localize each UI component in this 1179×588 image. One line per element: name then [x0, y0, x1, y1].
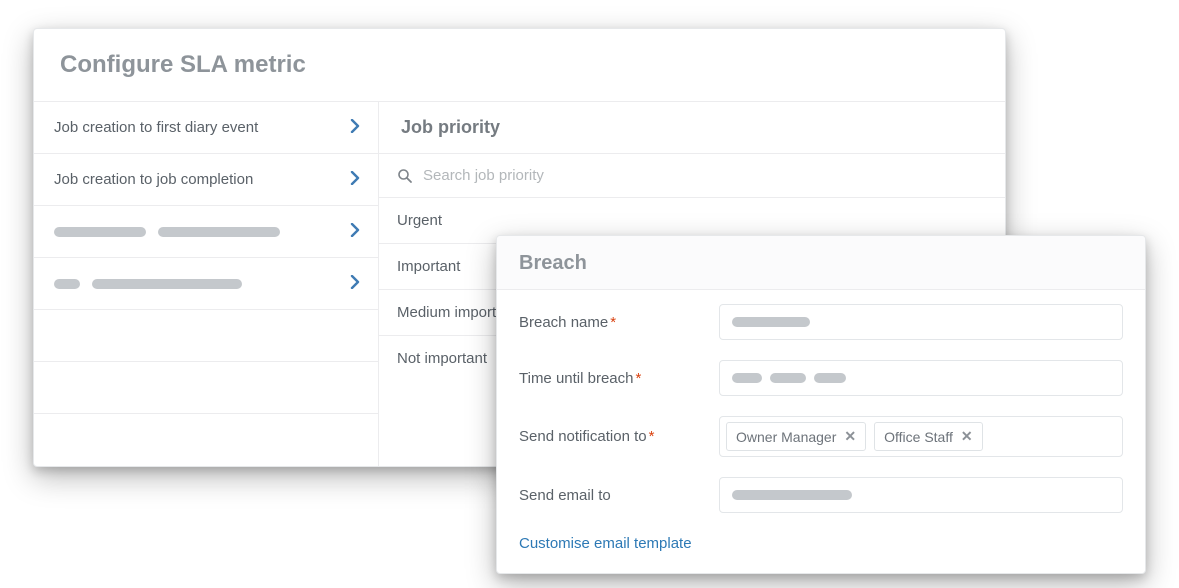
chip-remove-icon[interactable]: ✕	[844, 428, 856, 445]
field-label-text: Send email to	[519, 487, 611, 504]
field-row-breach-name: Breach name*	[497, 294, 1145, 350]
input-value-redacted	[732, 317, 810, 327]
priority-search-input[interactable]	[423, 167, 987, 184]
chip-label: Owner Manager	[736, 429, 836, 445]
metric-label: Job creation to job completion	[54, 171, 253, 188]
field-label: Breach name*	[519, 314, 709, 331]
breach-name-input[interactable]	[719, 304, 1123, 340]
field-row-send-email: Send email to	[497, 467, 1145, 523]
send-notification-input[interactable]: Owner Manager ✕ Office Staff ✕	[719, 416, 1123, 457]
chevron-right-icon	[350, 223, 360, 241]
chevron-right-icon	[350, 275, 360, 293]
breach-header: Breach	[497, 236, 1145, 290]
sla-metric-title: Configure SLA metric	[60, 51, 979, 79]
breach-form: Breach name* Time until breach* Send not…	[497, 290, 1145, 573]
field-label: Send email to	[519, 487, 709, 504]
required-marker: *	[610, 314, 616, 331]
metric-row-empty	[34, 310, 379, 362]
priority-search-row	[379, 154, 1005, 198]
field-row-send-notification: Send notification to* Owner Manager ✕ Of…	[497, 406, 1145, 467]
chip-label: Office Staff	[884, 429, 953, 445]
chip[interactable]: Owner Manager ✕	[726, 422, 866, 451]
field-label-text: Breach name	[519, 314, 608, 331]
field-row-time-until-breach: Time until breach*	[497, 350, 1145, 406]
metric-label: Job creation to first diary event	[54, 119, 258, 136]
metric-row[interactable]	[34, 258, 379, 310]
field-label: Send notification to*	[519, 428, 709, 445]
metric-row[interactable]: Job creation to job completion	[34, 154, 379, 206]
input-value-redacted	[814, 373, 846, 383]
input-value-redacted	[732, 373, 762, 383]
link-row: Customise email template	[497, 523, 1145, 573]
input-value-redacted	[732, 490, 852, 500]
field-label-text: Send notification to	[519, 428, 647, 445]
field-label-text: Time until breach	[519, 370, 634, 387]
input-value-redacted	[770, 373, 806, 383]
metric-row[interactable]: Job creation to first diary event	[34, 102, 379, 154]
sla-metric-header: Configure SLA metric	[34, 29, 1005, 102]
priority-heading: Job priority	[401, 117, 983, 138]
field-label: Time until breach*	[519, 370, 709, 387]
chevron-right-icon	[350, 119, 360, 137]
chevron-right-icon	[350, 171, 360, 189]
breach-title: Breach	[519, 252, 1123, 275]
metric-label-redacted	[54, 279, 242, 289]
customise-email-template-link[interactable]: Customise email template	[519, 535, 692, 552]
metric-row[interactable]	[34, 206, 379, 258]
metric-row-empty	[34, 362, 379, 414]
chip-remove-icon[interactable]: ✕	[961, 428, 973, 445]
chip[interactable]: Office Staff ✕	[874, 422, 982, 451]
metric-label-redacted	[54, 227, 280, 237]
metric-row-empty	[34, 414, 379, 466]
metric-list: Job creation to first diary event Job cr…	[34, 102, 379, 466]
required-marker: *	[636, 370, 642, 387]
breach-panel: Breach Breach name* Time until breach* S…	[496, 235, 1146, 574]
search-icon	[397, 168, 413, 184]
time-until-breach-input[interactable]	[719, 360, 1123, 396]
required-marker: *	[649, 428, 655, 445]
priority-header: Job priority	[379, 102, 1005, 154]
send-email-input[interactable]	[719, 477, 1123, 513]
